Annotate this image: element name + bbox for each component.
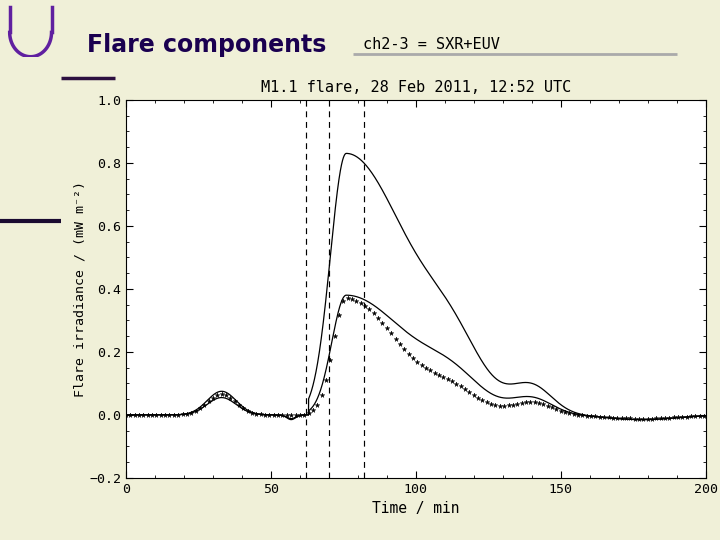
Y-axis label: Flare irradiance / (mW m⁻²): Flare irradiance / (mW m⁻²) xyxy=(73,181,86,397)
Title: M1.1 flare, 28 Feb 2011, 12:52 UTC: M1.1 flare, 28 Feb 2011, 12:52 UTC xyxy=(261,79,571,94)
Text: Flare components: Flare components xyxy=(87,32,327,57)
Text: ch2-3 = SXR+EUV: ch2-3 = SXR+EUV xyxy=(363,37,500,52)
X-axis label: Time / min: Time / min xyxy=(372,501,459,516)
